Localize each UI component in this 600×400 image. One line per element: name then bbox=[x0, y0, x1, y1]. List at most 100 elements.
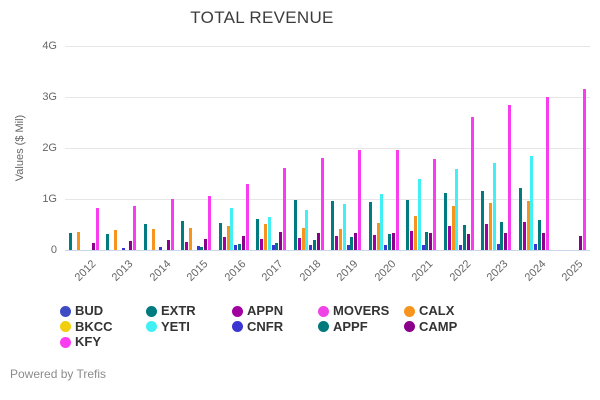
bar-calx-2014[interactable] bbox=[151, 229, 155, 250]
bar-appn-2022[interactable] bbox=[447, 226, 451, 250]
bar-camp-2012[interactable] bbox=[91, 243, 95, 250]
bar-kfy-2018[interactable] bbox=[320, 158, 324, 250]
bar-cnfr-2020[interactable] bbox=[384, 245, 388, 250]
bar-camp-2024[interactable] bbox=[541, 233, 545, 250]
legend-item-cnfr[interactable]: CNFR bbox=[232, 319, 283, 334]
legend-item-bud[interactable]: BUD bbox=[60, 304, 103, 318]
bar-extr-2020[interactable] bbox=[368, 202, 372, 250]
bar-camp-2016[interactable] bbox=[241, 236, 245, 250]
bar-calx-2019[interactable] bbox=[339, 229, 343, 250]
bar-calx-2017[interactable] bbox=[264, 224, 268, 250]
bar-appf-2020[interactable] bbox=[387, 234, 391, 250]
bar-cnfr-2014[interactable] bbox=[159, 247, 163, 250]
bar-kfy-2021[interactable] bbox=[433, 159, 437, 250]
bar-appn-2016[interactable] bbox=[222, 237, 226, 250]
bar-cnfr-2017[interactable] bbox=[271, 245, 275, 250]
bar-kfy-2023[interactable] bbox=[508, 105, 512, 250]
bar-extr-2022[interactable] bbox=[443, 193, 447, 250]
bar-calx-2022[interactable] bbox=[451, 206, 455, 250]
bar-yeti-2017[interactable] bbox=[267, 217, 271, 250]
bar-camp-2025[interactable] bbox=[579, 236, 583, 250]
bar-camp-2015[interactable] bbox=[204, 239, 208, 250]
bar-camp-2013[interactable] bbox=[129, 241, 133, 250]
bar-appf-2017[interactable] bbox=[275, 243, 279, 250]
bar-camp-2021[interactable] bbox=[429, 233, 433, 250]
bar-appf-2015[interactable] bbox=[200, 247, 204, 250]
bar-kfy-2014[interactable] bbox=[170, 199, 174, 250]
bar-extr-2019[interactable] bbox=[331, 201, 335, 250]
bar-appf-2021[interactable] bbox=[425, 232, 429, 250]
bar-appn-2015[interactable] bbox=[185, 242, 189, 250]
bar-cnfr-2021[interactable] bbox=[421, 245, 425, 250]
legend-item-bkcc[interactable]: BKCC bbox=[60, 319, 113, 334]
bar-kfy-2019[interactable] bbox=[358, 150, 362, 250]
bar-calx-2020[interactable] bbox=[376, 223, 380, 250]
bar-kfy-2013[interactable] bbox=[133, 206, 137, 250]
bar-extr-2021[interactable] bbox=[406, 200, 410, 250]
bar-extr-2017[interactable] bbox=[256, 219, 260, 250]
bar-yeti-2023[interactable] bbox=[492, 163, 496, 250]
powered-by-trefis[interactable]: Powered by Trefis bbox=[10, 367, 107, 381]
bar-cnfr-2024[interactable] bbox=[534, 244, 538, 250]
bar-yeti-2020[interactable] bbox=[380, 194, 384, 250]
bar-calx-2024[interactable] bbox=[526, 201, 530, 250]
bar-yeti-2018[interactable] bbox=[305, 210, 309, 250]
bar-camp-2023[interactable] bbox=[504, 233, 508, 250]
bar-cnfr-2016[interactable] bbox=[234, 245, 238, 250]
bar-kfy-2024[interactable] bbox=[545, 97, 549, 250]
bar-appf-2024[interactable] bbox=[537, 220, 541, 250]
legend-item-appf[interactable]: APPF bbox=[318, 319, 368, 334]
bar-appf-2016[interactable] bbox=[237, 244, 241, 250]
legend-item-movers[interactable]: MOVERS bbox=[318, 304, 389, 318]
bar-yeti-2022[interactable] bbox=[455, 169, 459, 250]
bar-kfy-2015[interactable] bbox=[208, 196, 212, 250]
bar-appf-2022[interactable] bbox=[462, 225, 466, 250]
bar-extr-2015[interactable] bbox=[181, 221, 185, 250]
bar-extr-2023[interactable] bbox=[481, 191, 485, 250]
bar-calx-2013[interactable] bbox=[114, 230, 118, 250]
bar-camp-2017[interactable] bbox=[279, 232, 283, 250]
legend-item-yeti[interactable]: YETI bbox=[146, 319, 190, 334]
bar-extr-2012[interactable] bbox=[68, 233, 72, 250]
legend-item-appn[interactable]: APPN bbox=[232, 304, 283, 318]
bar-cnfr-2023[interactable] bbox=[496, 244, 500, 250]
bar-camp-2014[interactable] bbox=[166, 240, 170, 250]
bar-calx-2021[interactable] bbox=[414, 216, 418, 250]
bar-kfy-2025[interactable] bbox=[583, 89, 587, 250]
bar-cnfr-2013[interactable] bbox=[121, 248, 125, 250]
bar-extr-2018[interactable] bbox=[293, 200, 297, 250]
bar-cnfr-2015[interactable] bbox=[196, 246, 200, 250]
bar-appn-2020[interactable] bbox=[372, 235, 376, 250]
bar-appn-2019[interactable] bbox=[335, 236, 339, 250]
bar-yeti-2019[interactable] bbox=[342, 204, 346, 250]
bar-camp-2022[interactable] bbox=[466, 234, 470, 250]
bar-calx-2016[interactable] bbox=[226, 226, 230, 250]
bar-extr-2024[interactable] bbox=[518, 188, 522, 250]
bar-yeti-2024[interactable] bbox=[530, 156, 534, 250]
bar-appn-2023[interactable] bbox=[485, 224, 489, 250]
bar-kfy-2016[interactable] bbox=[245, 184, 249, 250]
bar-camp-2019[interactable] bbox=[354, 233, 358, 250]
bar-extr-2014[interactable] bbox=[143, 224, 147, 250]
bar-appf-2018[interactable] bbox=[312, 240, 316, 250]
bar-extr-2016[interactable] bbox=[218, 223, 222, 250]
bar-yeti-2021[interactable] bbox=[417, 179, 421, 250]
bar-yeti-2016[interactable] bbox=[230, 208, 234, 250]
bar-camp-2020[interactable] bbox=[391, 233, 395, 250]
legend-item-kfy[interactable]: KFY bbox=[60, 335, 101, 349]
bar-appf-2019[interactable] bbox=[350, 237, 354, 250]
bar-appn-2018[interactable] bbox=[297, 238, 301, 250]
bar-cnfr-2018[interactable] bbox=[309, 245, 313, 250]
bar-appf-2023[interactable] bbox=[500, 222, 504, 250]
legend-item-camp[interactable]: CAMP bbox=[404, 319, 457, 334]
bar-appn-2021[interactable] bbox=[410, 231, 414, 250]
bar-cnfr-2019[interactable] bbox=[346, 245, 350, 250]
bar-calx-2018[interactable] bbox=[301, 228, 305, 250]
bar-calx-2023[interactable] bbox=[489, 203, 493, 250]
bar-kfy-2012[interactable] bbox=[95, 208, 99, 250]
bar-kfy-2020[interactable] bbox=[395, 150, 399, 250]
bar-cnfr-2022[interactable] bbox=[459, 245, 463, 250]
bar-calx-2015[interactable] bbox=[189, 228, 193, 250]
bar-kfy-2022[interactable] bbox=[470, 117, 474, 250]
legend-item-extr[interactable]: EXTR bbox=[146, 304, 196, 318]
